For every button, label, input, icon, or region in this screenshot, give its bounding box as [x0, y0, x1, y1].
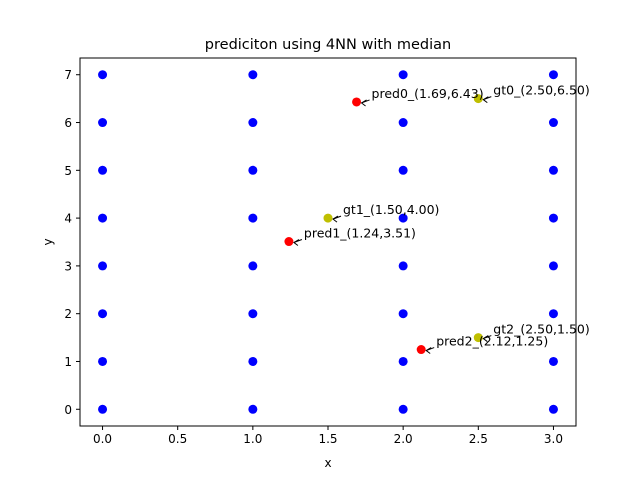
series-0-point [98, 356, 108, 366]
x-tick-label: 2.5 [469, 432, 488, 446]
data-points [98, 70, 558, 414]
plot-frame [79, 57, 577, 427]
x-axis-ticks: 0.0 0.5 1.0 1.5 2.0 2.5 3.0 [93, 426, 563, 446]
annotations: gt0_(2.50,6.50) pred0_(1.69,6.43) gt1_(1.5… [293, 83, 590, 354]
annotation-arrowhead [293, 239, 300, 246]
series-0-point [398, 165, 408, 175]
annotation-arrowhead [360, 99, 367, 107]
series-0-point [248, 261, 258, 271]
series-0-point [98, 213, 108, 223]
annotation-arrowhead [332, 215, 339, 223]
annotation-label: pred0_(1.69,6.43) [372, 86, 484, 101]
annotation-label: gt2_(2.50,1.50) [493, 322, 589, 337]
series-0-point [548, 261, 558, 271]
series-0-point [248, 165, 258, 175]
annotation-label: gt0_(2.50,6.50) [493, 83, 589, 98]
series-0-point [248, 70, 258, 80]
series-0-point [98, 70, 108, 80]
series-0-point [398, 261, 408, 271]
y-tick-label: 2 [64, 307, 72, 321]
series-0-point [248, 356, 258, 366]
y-tick-label: 1 [64, 355, 72, 369]
x-tick-label: 1.0 [243, 432, 262, 446]
annotation-label: gt1_(1.50,4.00) [343, 202, 439, 217]
series-0-point [98, 165, 108, 175]
series-0-point [398, 309, 408, 319]
series-0-point [548, 213, 558, 223]
series-0-point [548, 165, 558, 175]
series-0-point [248, 404, 258, 414]
series-1-point [473, 333, 483, 343]
y-tick-label: 4 [64, 212, 72, 226]
series-0-point [98, 261, 108, 271]
series-1-point [323, 213, 333, 223]
y-axis-ticks: 0 1 2 3 4 5 6 7 [64, 68, 80, 417]
y-tick-label: 5 [64, 164, 72, 178]
annotation-label: pred1_(1.24,3.51) [304, 226, 416, 241]
series-2-point [352, 97, 362, 107]
x-tick-label: 0.0 [93, 432, 112, 446]
series-0-point [398, 213, 408, 223]
annotation-arrowhead [482, 335, 489, 342]
y-tick-label: 3 [64, 259, 72, 273]
series-0-point [398, 356, 408, 366]
series-0-point [548, 404, 558, 414]
y-tick-label: 6 [64, 116, 72, 130]
series-0-point [98, 309, 108, 319]
series-0-point [548, 118, 558, 128]
y-tick-label: 7 [64, 68, 72, 82]
series-0-point [248, 213, 258, 223]
series-0-point [548, 356, 558, 366]
series-0-point [98, 118, 108, 128]
x-axis-label: x [324, 456, 331, 470]
annotation-arrowhead [425, 347, 432, 354]
y-tick-label: 0 [64, 403, 72, 417]
series-0-point [98, 404, 108, 414]
series-0-point [548, 70, 558, 80]
series-0-point [248, 309, 258, 319]
series-2-point [284, 237, 294, 247]
axes-frame [79, 57, 577, 427]
series-0-point [548, 309, 558, 319]
series-1-point [473, 94, 483, 104]
x-tick-label: 2.0 [394, 432, 413, 446]
series-0-point [398, 404, 408, 414]
series-0-point [398, 70, 408, 80]
x-tick-label: 3.0 [544, 432, 563, 446]
x-tick-label: 1.5 [318, 432, 337, 446]
chart-title: prediciton using 4NN with median [205, 37, 451, 53]
annotation-arrowhead [482, 96, 489, 104]
annotation-label: pred2_(2.12,1.25) [436, 334, 548, 349]
series-0-point [398, 118, 408, 128]
series-0-point [248, 118, 258, 128]
y-axis-label: y [41, 238, 55, 245]
x-tick-label: 0.5 [168, 432, 187, 446]
series-2-point [416, 345, 426, 355]
